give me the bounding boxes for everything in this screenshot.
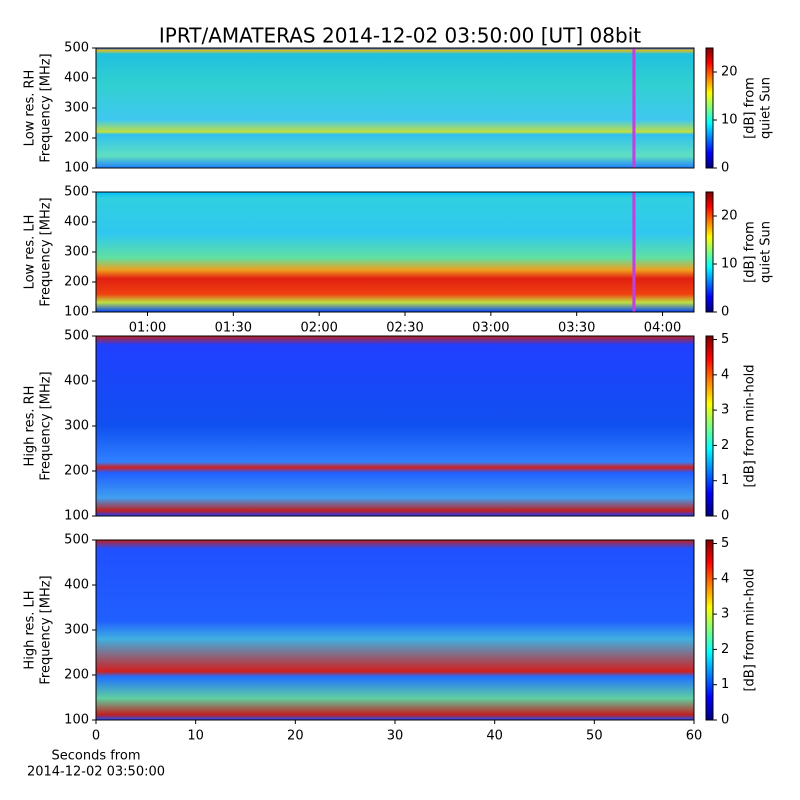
chart-title: IPRT/AMATERAS 2014-12-02 03:50:00 [UT] 0… [159,24,641,48]
x-tick-label: 02:00 [300,321,337,336]
colorbar-label: [dB] from [743,221,758,283]
colorbar-tick-label: 1 [721,473,729,488]
y-tick-label: 300 [64,623,89,638]
y-axis-label: Low res. RH [23,70,38,147]
y-tick-label: 400 [64,374,89,389]
y-axis-label: Frequency [MHz] [39,575,54,684]
x-tick-label: 01:00 [129,321,166,336]
y-tick-label: 500 [64,185,89,200]
y-tick-label: 300 [64,245,89,260]
y-tick-label: 400 [64,71,89,86]
heatmap [96,48,694,168]
colorbar [705,191,714,313]
colorbar [705,47,714,169]
x-tick-label: 10 [187,729,204,744]
colorbar-tick-label: 0 [721,161,729,176]
colorbar-label: [dB] from min-hold [743,364,758,487]
colorbar-tick-label: 5 [721,332,729,347]
colorbar [705,335,714,517]
heatmap [96,336,694,516]
colorbar-tick-label: 4 [721,367,729,382]
x-tick-label: 01:30 [215,321,252,336]
y-tick-label: 100 [64,305,89,320]
x-tick-label: 0 [92,729,100,744]
y-axis-label: Low res. LH [23,215,38,290]
colorbar [705,539,714,721]
x-tick-label: 50 [586,729,603,744]
x-axis-label: Seconds from [51,749,140,764]
colorbar-label: quiet Sun [759,77,774,139]
colorbar-tick-label: 10 [721,257,738,272]
y-axis-label: High res. RH [23,386,38,467]
y-tick-label: 500 [64,41,89,56]
y-axis-label: Frequency [MHz] [39,371,54,480]
y-tick-label: 400 [64,578,89,593]
colorbar-tick-label: 0 [721,305,729,320]
colorbar-label: quiet Sun [759,221,774,283]
colorbar-tick-label: 2 [721,642,729,657]
heatmap [96,540,694,720]
x-tick-label: 20 [287,729,304,744]
colorbar-tick-label: 3 [721,403,729,418]
y-tick-label: 300 [64,419,89,434]
y-tick-label: 100 [64,161,89,176]
x-tick-label: 02:30 [386,321,423,336]
colorbar-tick-label: 0 [721,713,729,728]
colorbar-tick-label: 10 [721,113,738,128]
y-tick-label: 200 [64,668,89,683]
colorbar-tick-label: 4 [721,571,729,586]
y-tick-label: 400 [64,215,89,230]
x-axis-label: 2014-12-02 03:50:00 [27,765,165,780]
colorbar-tick-label: 2 [721,438,729,453]
x-tick-label: 03:30 [558,321,595,336]
y-tick-label: 200 [64,275,89,290]
x-tick-label: 04:00 [644,321,681,336]
y-axis-label: Frequency [MHz] [39,197,54,306]
heatmap [96,192,694,312]
y-tick-label: 500 [64,329,89,344]
y-tick-label: 200 [64,131,89,146]
colorbar-tick-label: 20 [721,209,738,224]
y-axis-label: Frequency [MHz] [39,53,54,162]
colorbar-tick-label: 5 [721,536,729,551]
colorbar-tick-label: 1 [721,677,729,692]
y-tick-label: 200 [64,464,89,479]
x-tick-label: 40 [486,729,503,744]
y-tick-label: 100 [64,509,89,524]
colorbar-label: [dB] from [743,77,758,139]
y-tick-label: 500 [64,533,89,548]
x-tick-label: 60 [686,729,703,744]
y-axis-label: High res. LH [23,590,38,669]
x-tick-label: 30 [387,729,404,744]
y-tick-label: 100 [64,713,89,728]
colorbar-tick-label: 0 [721,509,729,524]
x-tick-label: 03:00 [472,321,509,336]
colorbar-tick-label: 3 [721,607,729,622]
colorbar-label: [dB] from min-hold [743,568,758,691]
y-tick-label: 300 [64,101,89,116]
colorbar-tick-label: 20 [721,65,738,80]
